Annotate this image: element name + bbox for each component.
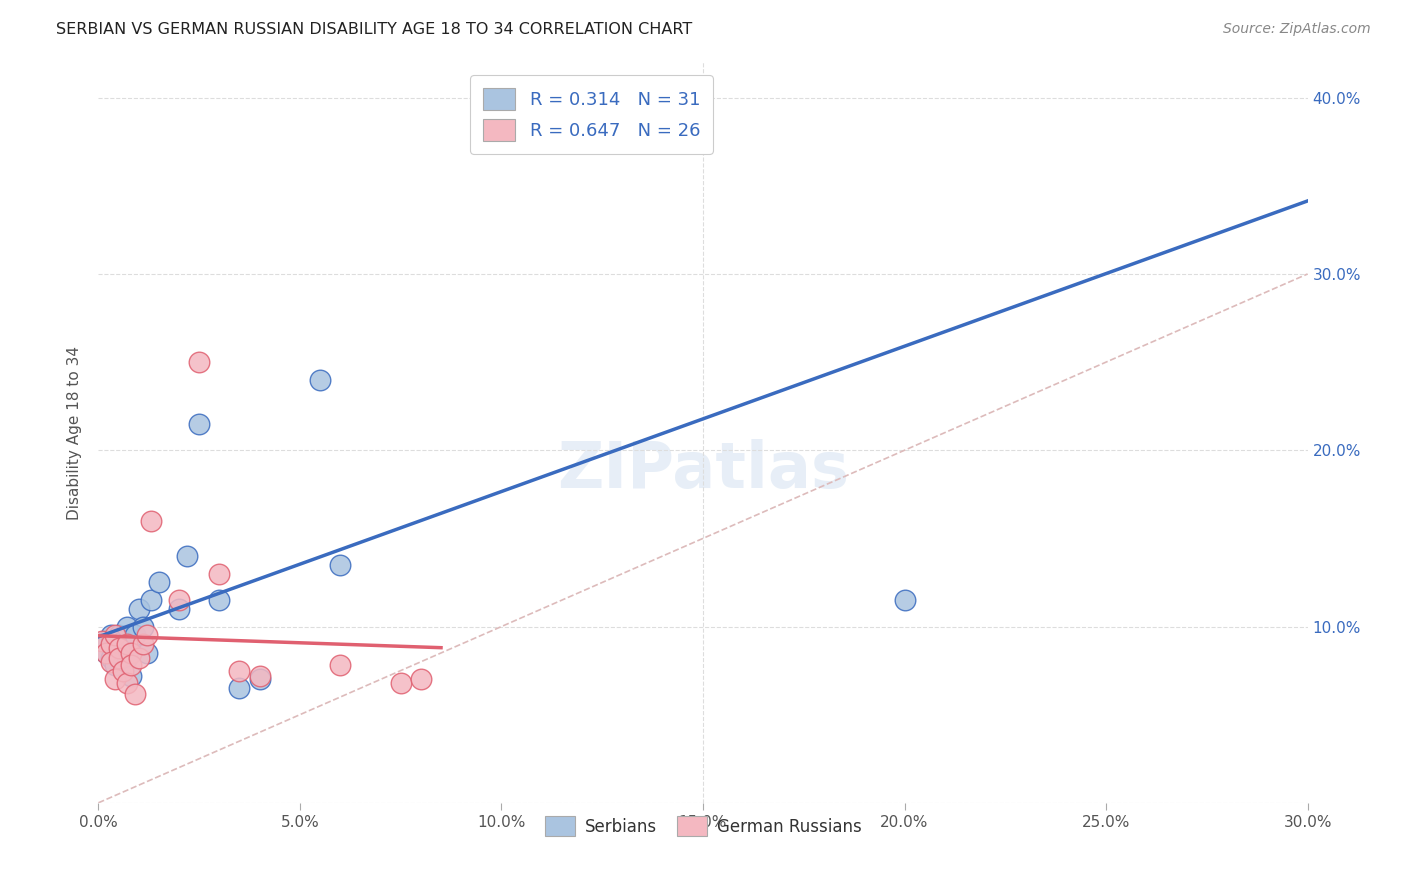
Point (103, 673, 125, 687)
Point (389, 676, 412, 690)
Point (167, 593, 190, 607)
Point (132, 637, 155, 651)
Point (100, 651, 122, 665)
Point (107, 628, 129, 642)
Point (208, 593, 231, 607)
Point (120, 646, 142, 660)
Point (120, 646, 142, 660)
Point (107, 651, 129, 665)
Point (329, 658, 352, 673)
Point (188, 417, 211, 431)
Point (103, 658, 125, 673)
Point (249, 669, 271, 683)
Y-axis label: Disability Age 18 to 34: Disability Age 18 to 34 (67, 345, 83, 520)
Point (128, 651, 150, 665)
Point (103, 628, 125, 642)
Point (329, 558, 352, 572)
Point (309, 373, 332, 387)
Point (228, 664, 250, 678)
Point (96, 646, 118, 660)
Point (115, 619, 138, 633)
Point (115, 651, 138, 665)
Point (208, 566, 231, 581)
Point (115, 637, 138, 651)
Point (91, 640, 114, 655)
Point (111, 640, 134, 655)
Point (120, 658, 142, 673)
Point (100, 655, 122, 669)
Point (103, 637, 125, 651)
Point (176, 549, 198, 563)
Point (135, 646, 157, 660)
Point (893, 593, 915, 607)
Point (96, 646, 118, 660)
Point (100, 637, 122, 651)
Point (120, 669, 142, 683)
Point (96, 633, 118, 648)
Text: Source: ZipAtlas.com: Source: ZipAtlas.com (1223, 22, 1371, 37)
Text: SERBIAN VS GERMAN RUSSIAN DISABILITY AGE 18 TO 34 CORRELATION CHART: SERBIAN VS GERMAN RUSSIAN DISABILITY AGE… (56, 22, 693, 37)
Point (107, 646, 129, 660)
Legend: Serbians, German Russians: Serbians, German Russians (534, 806, 872, 847)
Point (100, 628, 122, 642)
Point (107, 640, 129, 655)
Point (139, 593, 162, 607)
Point (139, 514, 162, 528)
Point (228, 681, 250, 696)
Point (409, 673, 432, 687)
Point (612, 91, 634, 105)
Point (128, 602, 150, 616)
Point (167, 602, 190, 616)
Point (135, 628, 157, 642)
Point (111, 664, 134, 678)
Point (124, 686, 146, 700)
Point (124, 628, 146, 642)
Point (115, 676, 138, 690)
Text: ZIPatlas: ZIPatlas (557, 439, 849, 500)
Point (111, 633, 134, 648)
Point (91, 633, 114, 648)
Point (132, 619, 155, 633)
Point (249, 673, 271, 687)
Point (148, 575, 170, 590)
Point (188, 355, 211, 369)
